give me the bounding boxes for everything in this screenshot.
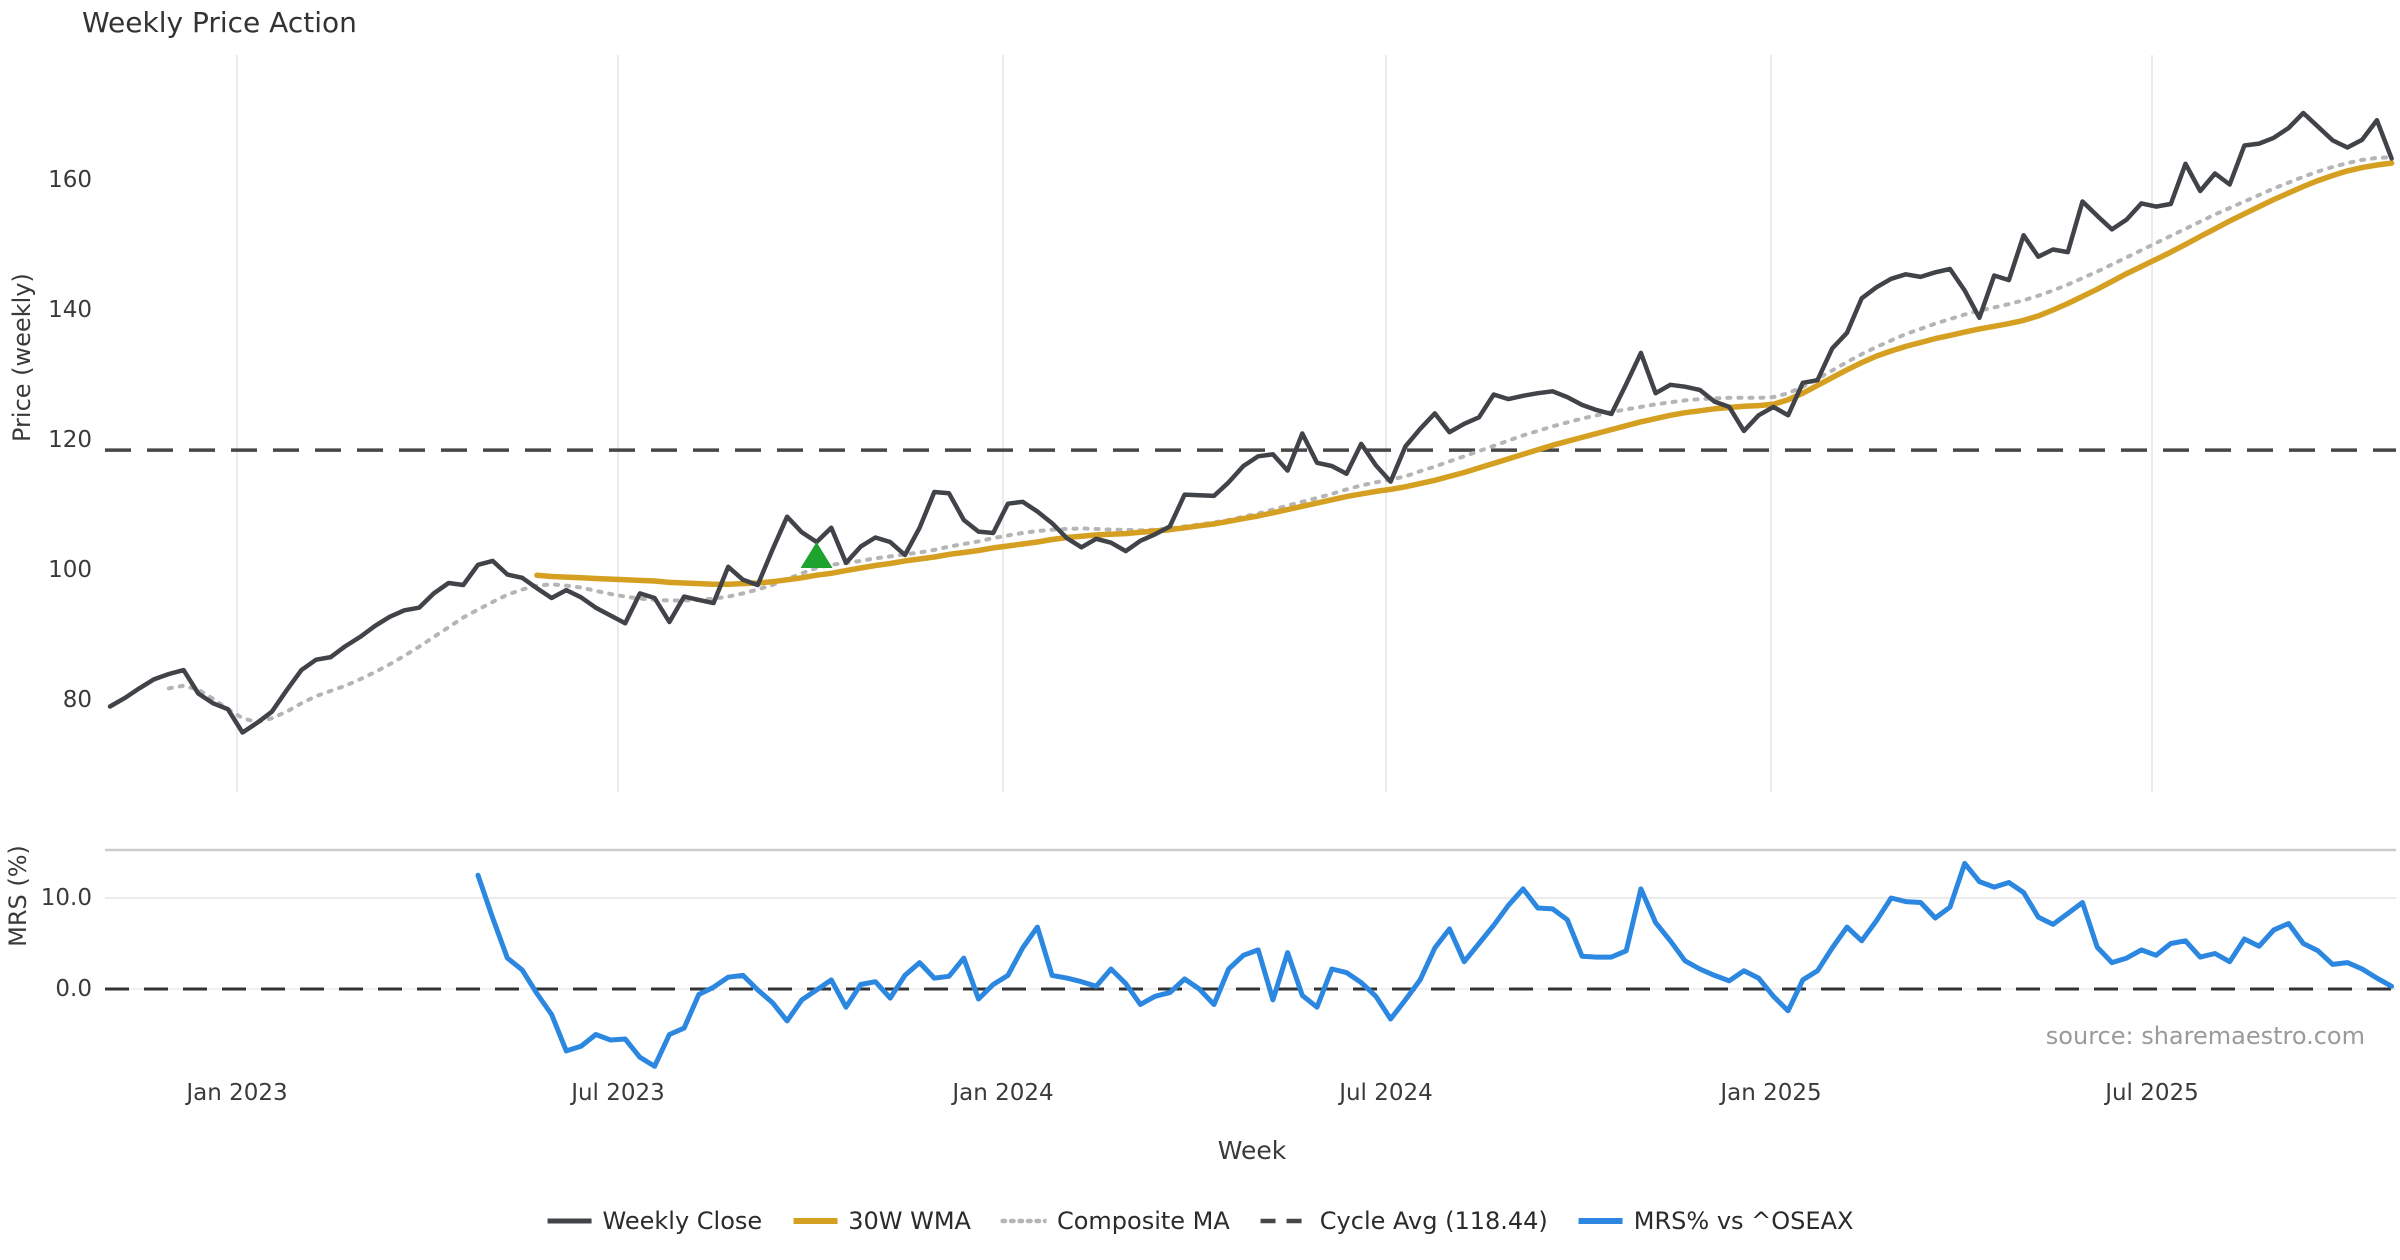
legend-item-wma: 30W WMA: [792, 1207, 971, 1235]
x-axis-label: Week: [1152, 1136, 1352, 1165]
chart-figure: Weekly Price Action Price (weekly) 160 1…: [0, 0, 2400, 1260]
legend-label: Composite MA: [1057, 1207, 1230, 1235]
legend-item-weekly-close: Weekly Close: [547, 1207, 763, 1235]
mrs-swatch-icon: [1578, 1217, 1624, 1225]
ytick-120: 120: [12, 427, 92, 453]
legend-item-mrs: MRS% vs ^OSEAX: [1578, 1207, 1854, 1235]
legend-label: Cycle Avg (118.44): [1320, 1207, 1548, 1235]
ytick-0: 0.0: [12, 976, 92, 1002]
legend-item-cycle-avg: Cycle Avg (118.44): [1260, 1207, 1548, 1235]
xtick-jan-2023: Jan 2023: [157, 1080, 317, 1106]
cycle-avg-swatch-icon: [1260, 1217, 1310, 1225]
weekly-close-swatch-icon: [547, 1217, 593, 1225]
composite-ma-line: [169, 157, 2392, 722]
xtick-jul-2024: Jul 2024: [1306, 1080, 1466, 1106]
xtick-jan-2025: Jan 2025: [1691, 1080, 1851, 1106]
xtick-jul-2023: Jul 2023: [538, 1080, 698, 1106]
xtick-jul-2025: Jul 2025: [2072, 1080, 2232, 1106]
legend-label: Weekly Close: [603, 1207, 763, 1235]
wma-swatch-icon: [792, 1217, 838, 1225]
ytick-80: 80: [12, 687, 92, 713]
ytick-10: 10.0: [12, 885, 92, 911]
xtick-jan-2024: Jan 2024: [923, 1080, 1083, 1106]
ytick-100: 100: [12, 557, 92, 583]
legend-item-composite: Composite MA: [1001, 1207, 1230, 1235]
legend-label: MRS% vs ^OSEAX: [1634, 1207, 1854, 1235]
composite-swatch-icon: [1001, 1217, 1047, 1225]
chart-title: Weekly Price Action: [82, 6, 357, 39]
legend-label: 30W WMA: [848, 1207, 971, 1235]
source-note: source: sharemaestro.com: [2046, 1022, 2365, 1050]
ytick-160: 160: [12, 167, 92, 193]
chart-canvas: [0, 0, 2400, 1260]
legend: Weekly Close 30W WMA Composite MA Cycle …: [547, 1207, 1854, 1235]
weekly-close-line: [110, 113, 2392, 733]
buy-signal-triangle-icon: [801, 542, 833, 568]
top-panel-gridlines: [237, 55, 2152, 792]
ytick-140: 140: [12, 297, 92, 323]
